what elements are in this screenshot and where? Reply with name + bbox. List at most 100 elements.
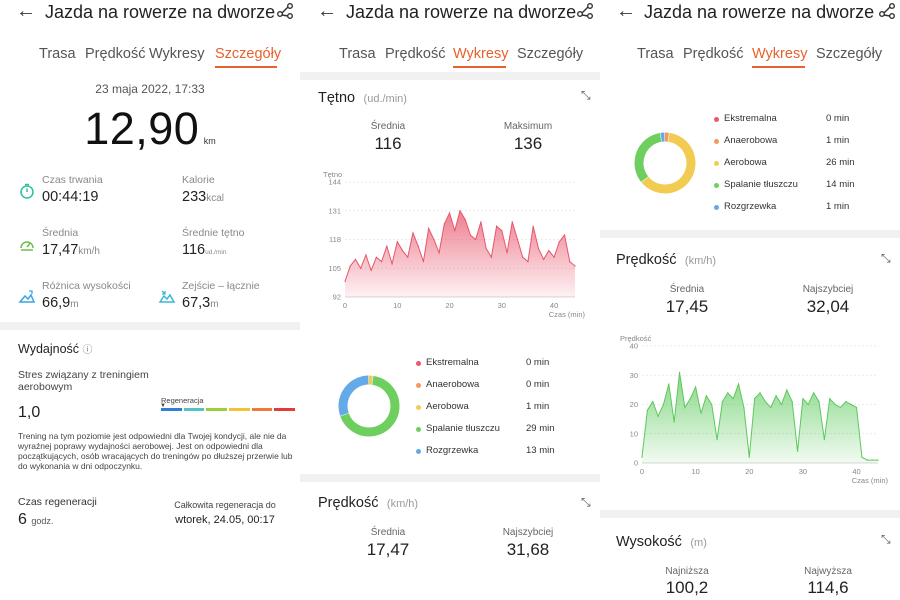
data-point [695, 386, 697, 388]
stat-value: 66,9m [42, 294, 79, 312]
legend-dot [714, 139, 719, 144]
data-point [796, 450, 799, 452]
tab-speed[interactable]: Prędkość [385, 46, 446, 62]
speed-avg-label: Średnia [669, 284, 705, 295]
data-point [532, 225, 534, 227]
data-point [855, 406, 858, 409]
hr-title: Tętno [318, 90, 356, 106]
altitude-unit: (m) [690, 537, 707, 549]
regen-time-label: Czas regeneracji [18, 496, 97, 508]
stat-value-number: 00:44:19 [42, 189, 99, 205]
donut-slice [634, 132, 662, 183]
speed-max-label: Najszybciej [502, 527, 554, 538]
tab-route[interactable]: Trasa [339, 46, 376, 62]
altitude-max-value: 114,6 [807, 578, 849, 597]
data-point [791, 400, 793, 403]
altitude-min-label: Najniższa [665, 566, 709, 577]
expand-icon[interactable]: ⤡ [881, 251, 891, 265]
donut-slice [641, 132, 696, 194]
data-point [360, 267, 362, 269]
tab-route[interactable]: Trasa [637, 46, 674, 62]
x-tick-label: 0 [343, 301, 347, 310]
stat-label: Średnie tętno [182, 227, 245, 239]
data-point [877, 459, 879, 461]
data-point [401, 249, 404, 252]
data-point [684, 406, 686, 409]
stat-label: Różnica wysokości [42, 280, 131, 292]
data-point [807, 403, 809, 406]
legend-label: Rozgrzewka [426, 445, 479, 456]
data-point [396, 241, 398, 243]
tab-details[interactable]: Szczegóły [816, 46, 883, 62]
flame-icon [158, 182, 176, 200]
share-icon[interactable] [878, 2, 896, 20]
tab-speed[interactable]: Prędkość [85, 46, 146, 62]
hr-avg-value: 116 [374, 134, 402, 153]
active-tab-indicator [752, 66, 805, 68]
data-point [365, 254, 367, 256]
data-point [652, 400, 654, 403]
data-point [759, 392, 761, 394]
legend-dot [416, 405, 421, 410]
tab-charts[interactable]: Wykresy [453, 46, 509, 62]
regen-scale-segment [206, 408, 227, 411]
legend-label: Spalanie tłuszczu [724, 179, 798, 190]
data-point [511, 221, 513, 223]
tab-route[interactable]: Trasa [39, 46, 76, 62]
back-arrow-icon[interactable]: ← [616, 0, 636, 22]
data-point [813, 392, 815, 394]
speed-max-value: 32,04 [806, 297, 850, 316]
back-arrow-icon[interactable]: ← [16, 0, 36, 22]
x-tick-label: 10 [691, 467, 699, 476]
section-divider [600, 230, 900, 238]
data-point [537, 247, 540, 249]
data-point [727, 392, 729, 394]
legend-dot [714, 205, 719, 210]
tab-speed[interactable]: Prędkość [683, 46, 744, 62]
legend-label: Rozgrzewka [724, 201, 777, 212]
expand-icon[interactable]: ⤡ [881, 532, 891, 546]
data-point [641, 456, 643, 458]
legend-value: 26 min [826, 157, 855, 168]
data-point [422, 261, 425, 263]
data-point [829, 398, 831, 400]
info-icon[interactable]: ⓘ [82, 345, 93, 356]
x-tick-label: 40 [550, 301, 558, 310]
tab-details[interactable]: Szczegóły [517, 46, 584, 62]
stat-value: 233kcal [182, 188, 224, 206]
data-point [689, 398, 691, 400]
legend-dot [714, 117, 719, 122]
x-tick-label: 30 [498, 301, 506, 310]
speed-unit: (km/h) [386, 498, 419, 510]
area-fill [345, 210, 575, 297]
data-point [448, 212, 451, 214]
data-point [417, 245, 419, 247]
data-point [678, 371, 681, 373]
share-icon[interactable] [276, 2, 294, 20]
hr-avg-label: Średnia [370, 121, 406, 132]
elevation-icon [18, 290, 36, 303]
legend-value: 0 min [826, 113, 850, 124]
expand-icon[interactable]: ⤡ [581, 495, 591, 509]
data-point [743, 406, 745, 409]
share-icon[interactable] [576, 2, 594, 20]
stat-value-number: 17,47 [42, 242, 79, 258]
x-axis-label: Czas (min) [549, 310, 586, 319]
tab-charts[interactable]: Wykresy [752, 46, 808, 62]
legend-dot [416, 383, 421, 388]
expand-icon[interactable]: ⤡ [581, 88, 591, 102]
tab-details[interactable]: Szczegóły [215, 46, 282, 62]
back-arrow-icon[interactable]: ← [317, 0, 337, 22]
data-point [344, 280, 346, 283]
scale-marker-icon: ▼ [160, 403, 166, 409]
tab-charts[interactable]: Wykresy [149, 46, 205, 62]
page-title: Jazda na rowerze na dworze [45, 2, 276, 22]
data-point [563, 234, 566, 236]
stat-value: 116ud./min [182, 241, 226, 259]
stat-value: 00:44:19 [42, 188, 98, 206]
stat-value-number: 66,9 [42, 295, 71, 311]
speedometer-icon [20, 241, 34, 251]
data-point [407, 256, 409, 258]
data-point [485, 247, 487, 249]
